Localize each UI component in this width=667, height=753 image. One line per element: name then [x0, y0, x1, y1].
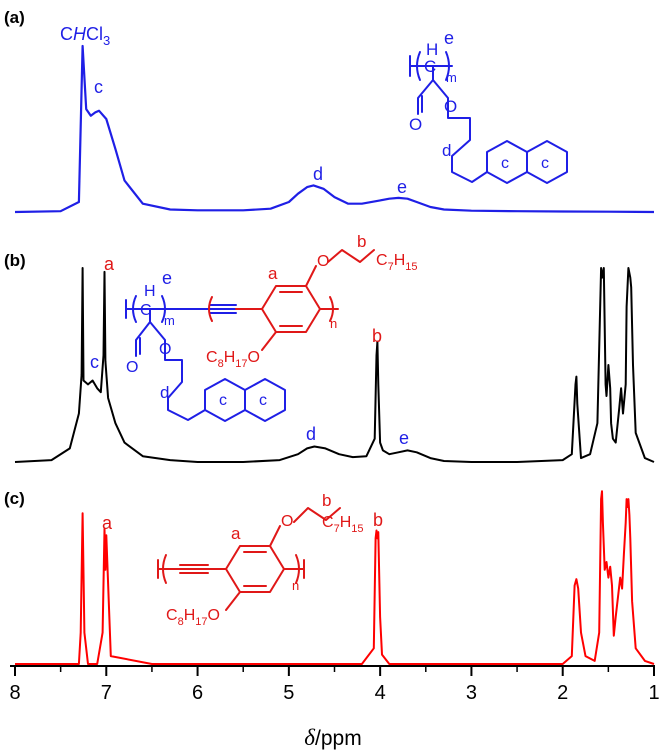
structure-a-backbone [409, 51, 453, 81]
x-axis-ticks: 8 7 6 5 4 3 2 1 [9, 666, 660, 704]
struct-b-O2: O [159, 341, 171, 358]
spectrum-c-group [15, 490, 655, 665]
struct-a-O1: O [409, 115, 422, 134]
struct-b-C8H17O: C8H17O [206, 349, 260, 370]
struct-a-e: e [444, 28, 454, 48]
struct-a-H: H [426, 40, 438, 59]
peak-label-b-b: b [372, 326, 382, 346]
panel-label-a: (a) [4, 8, 25, 27]
struct-a-C: C [424, 57, 436, 76]
struct-a-d: d [442, 141, 451, 160]
spectrum-b-line [14, 267, 655, 463]
structure-b-naphthyl [204, 378, 286, 422]
structure-b-benzene [261, 285, 321, 333]
struct-b-Oa: O [317, 253, 329, 270]
peak-label-a-d: d [313, 164, 323, 184]
peak-label-b-e: e [399, 428, 409, 448]
structure-b-alkyne [177, 304, 237, 314]
x-axis-title: δ/ppm [304, 725, 361, 750]
struct-b-d: d [160, 383, 169, 402]
structure-c-benzene [225, 545, 285, 593]
spectrum-a-line [14, 44, 655, 214]
peak-label-b-a: a [104, 254, 115, 274]
peak-label-a-e: e [397, 177, 407, 197]
x-tick-label: 6 [192, 682, 203, 704]
x-tick-label: 2 [557, 682, 568, 704]
struct-b-b: b [357, 232, 366, 251]
structure-b-red [208, 249, 375, 351]
x-tick-label: 4 [375, 682, 386, 704]
structure-b-backbone [125, 295, 179, 323]
struct-b-C7H15: C7H15 [376, 252, 418, 273]
structure-c-text: a O b C7H15 n C8H17O [166, 491, 364, 628]
struct-a-ring2: c [541, 155, 549, 172]
spectrum-a-group [14, 44, 655, 214]
struct-b-O1: O [126, 359, 138, 376]
struct-a-O2: O [444, 97, 457, 116]
struct-b-n: n [330, 316, 337, 331]
structure-c-substituents [225, 507, 341, 611]
solvent-label: CHCl3 [60, 24, 110, 48]
struct-b-e: e [162, 268, 172, 288]
struct-b-m: m [164, 313, 175, 328]
struct-b-a: a [268, 264, 278, 283]
x-tick-label: 8 [9, 682, 20, 704]
structure-b-text: H e C m O O d c c a O b C7H15 n C8H17O [126, 232, 418, 409]
x-tick-label: 1 [648, 682, 659, 704]
struct-b-ring2: c [259, 392, 267, 409]
structure-a-text: H e C m O O d c c [409, 28, 549, 172]
structure-c-alkyne [157, 554, 227, 584]
panel-label-c: (c) [4, 489, 25, 508]
struct-c-C8H17O: C8H17O [166, 607, 220, 628]
panel-label-b: (b) [4, 251, 26, 270]
struct-a-ring1: c [501, 155, 509, 172]
x-tick-label: 7 [101, 682, 112, 704]
spectrum-c-line [15, 490, 655, 665]
peak-label-c-a: a [102, 513, 113, 533]
struct-b-ring1: c [219, 392, 227, 409]
struct-c-b: b [322, 491, 331, 510]
peak-label-c-b: b [373, 510, 383, 530]
structure-b-substituents [261, 249, 375, 351]
structure-b-ester-linkage [135, 308, 206, 421]
x-tick-label: 5 [283, 682, 294, 704]
structure-b-blue [125, 295, 286, 422]
spectrum-b-group [14, 267, 655, 463]
peak-label-a-c: c [94, 77, 103, 97]
struct-c-n: n [292, 578, 299, 593]
x-tick-label: 3 [466, 682, 477, 704]
structure-a [409, 51, 568, 184]
struct-c-C7H15: C7H15 [322, 514, 364, 535]
structure-c [157, 507, 341, 611]
structure-a-ester-linkage [417, 65, 488, 183]
struct-a-m: m [446, 70, 457, 85]
struct-c-Oa: O [281, 513, 293, 530]
struct-c-a: a [231, 524, 241, 543]
struct-b-H: H [144, 283, 156, 300]
peak-label-b-d: d [306, 424, 316, 444]
structure-a-naphthyl [486, 140, 568, 184]
peak-label-b-c: c [90, 352, 99, 372]
struct-b-C: C [140, 302, 152, 319]
